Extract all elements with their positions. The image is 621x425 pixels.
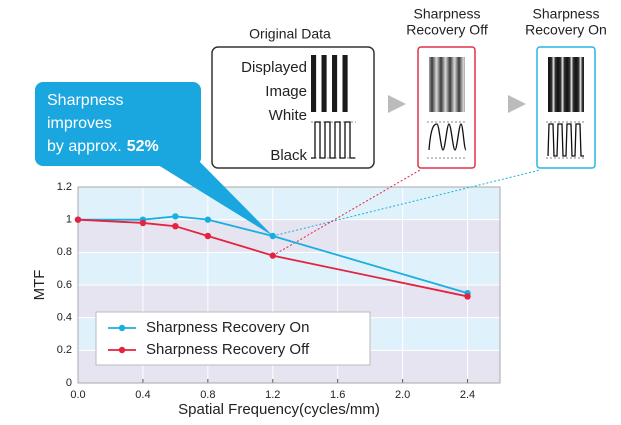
panel-label: White xyxy=(269,107,307,124)
y-tick-label: 0 xyxy=(66,377,72,389)
y-tick-label: 0.2 xyxy=(57,344,72,356)
x-tick-label: 0.8 xyxy=(200,389,215,401)
point xyxy=(204,216,212,223)
panel-title: Sharpness xyxy=(414,6,481,22)
band xyxy=(78,252,500,285)
callout-text: by approx. xyxy=(47,138,122,155)
panel-title: Original Data xyxy=(249,26,331,42)
panel-off: Sharpness Recovery Off xyxy=(406,6,488,169)
point xyxy=(172,223,179,230)
point xyxy=(139,219,147,227)
series-line xyxy=(77,218,468,298)
y-tick-label: 1 xyxy=(66,214,72,226)
x-tick-label: 2.0 xyxy=(395,389,410,401)
legend-label: Sharpness Recovery On xyxy=(146,319,309,336)
band xyxy=(78,187,500,220)
panel-label: Displayed xyxy=(241,59,307,76)
leader xyxy=(272,169,541,237)
point xyxy=(204,232,212,240)
panel-label: Image xyxy=(265,83,307,100)
panel-title: Sharpness xyxy=(533,6,600,22)
stripe-image xyxy=(429,57,465,112)
x-tick-label: 1.2 xyxy=(265,389,280,401)
plot: 0 0.2 0.4 0.6 0.8 1 1.2 0.0 0.4 0.8 1.2 1.6 2.0 2.4 Sp… xyxy=(31,169,541,418)
callout-emphasis: 52% xyxy=(127,138,159,155)
legend-label: Sharpness Recovery Off xyxy=(146,341,310,358)
y-tick-label: 0.8 xyxy=(57,246,72,258)
series-line xyxy=(78,215,468,295)
panel-on: Sharpness Recovery On xyxy=(525,6,607,169)
callout-box xyxy=(35,82,201,166)
y-tick-label: 0.4 xyxy=(57,312,72,324)
stripe-image xyxy=(548,57,584,112)
x-tick-label: 0.4 xyxy=(135,389,150,401)
square-wave xyxy=(311,121,355,159)
leader xyxy=(272,169,421,257)
point xyxy=(269,252,276,259)
band xyxy=(78,219,500,253)
legend-box xyxy=(95,311,371,366)
overlay: Sharpness improves by approx. 52% xyxy=(35,82,273,236)
y-tick-label: 0.6 xyxy=(57,279,72,291)
x-axis-label: Spatial Frequency(cycles/mm) xyxy=(178,401,380,418)
x-tick-label: 1.6 xyxy=(330,389,345,401)
callout-text: improves xyxy=(47,115,112,132)
point xyxy=(464,293,471,300)
legend-marker xyxy=(118,324,126,332)
callout-text: by approx. 52% xyxy=(47,138,159,155)
arrow xyxy=(388,95,406,113)
sharp-wave xyxy=(547,123,584,157)
x-tick-label: 2.4 xyxy=(460,389,475,401)
panel-label: Black xyxy=(270,147,307,164)
stripe-image xyxy=(311,55,353,112)
y-axis-label: MTF xyxy=(31,270,48,301)
legend-marker xyxy=(118,346,126,354)
panel-title: Recovery On xyxy=(525,22,607,38)
point xyxy=(172,213,179,220)
callout-text: Sharpness xyxy=(47,92,124,109)
sine-wave xyxy=(428,123,467,151)
callout-tail xyxy=(150,158,273,236)
x-tick-label: 0.0 xyxy=(70,389,85,401)
panel-title: Recovery Off xyxy=(406,22,488,38)
panel-original: Original Data Displayed Image White Blac… xyxy=(211,26,375,169)
plot-frame xyxy=(77,186,501,384)
y-tick-label: 1.2 xyxy=(57,181,72,193)
point xyxy=(74,216,82,223)
arrow xyxy=(508,95,526,113)
